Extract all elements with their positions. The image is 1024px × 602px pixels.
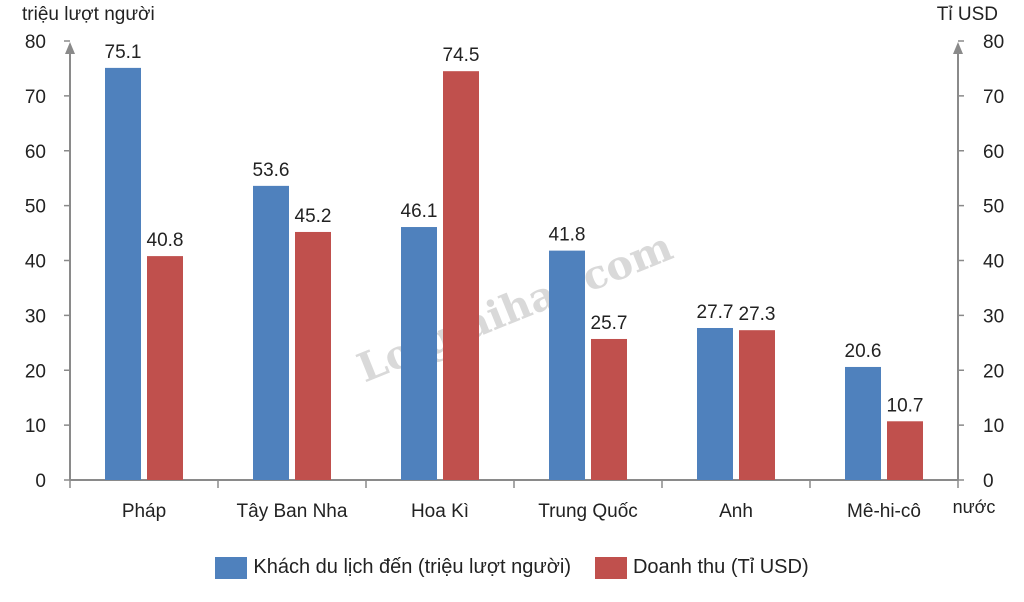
bar-revenue bbox=[739, 330, 775, 480]
right-tick-label: 60 bbox=[983, 142, 1004, 163]
right-tick-label: 50 bbox=[983, 197, 1004, 218]
bar-revenue bbox=[295, 231, 331, 480]
data-label-revenue: 45.2 bbox=[295, 206, 332, 227]
category-label: Tây Ban Nha bbox=[237, 501, 348, 522]
data-label-revenue: 40.8 bbox=[147, 230, 184, 251]
bar-visitors bbox=[253, 185, 289, 480]
category-label: Mê-hi-cô bbox=[847, 501, 921, 522]
left-axis-arrow bbox=[65, 42, 75, 54]
legend: Khách du lịch đến (triệu lượt người) Doa… bbox=[0, 556, 1024, 579]
bar-visitors bbox=[549, 250, 585, 480]
bar-revenue bbox=[147, 256, 183, 480]
category-label: Hoa Kì bbox=[411, 501, 469, 522]
bar-visitors bbox=[697, 327, 733, 480]
data-label-revenue: 74.5 bbox=[443, 45, 480, 66]
left-tick-label: 40 bbox=[25, 252, 46, 273]
legend-item-revenue: Doanh thu (Tỉ USD) bbox=[594, 556, 809, 579]
data-label-visitors: 27.7 bbox=[697, 302, 734, 323]
left-axis-title: triệu lượt người bbox=[22, 4, 155, 25]
legend-item-visitors: Khách du lịch đến (triệu lượt người) bbox=[215, 556, 571, 579]
bar-visitors bbox=[845, 366, 881, 480]
category-label: Trung Quốc bbox=[538, 501, 638, 522]
bar-revenue bbox=[443, 71, 479, 481]
left-tick-label: 20 bbox=[25, 361, 46, 382]
left-tick-label: 10 bbox=[25, 416, 46, 437]
legend-swatch-revenue bbox=[594, 556, 627, 579]
data-label-revenue: 10.7 bbox=[887, 395, 924, 416]
legend-label-revenue: Doanh thu (Tỉ USD) bbox=[632, 556, 809, 578]
right-tick-label: 0 bbox=[983, 471, 994, 492]
left-tick-label: 60 bbox=[25, 142, 46, 163]
left-tick-label: 70 bbox=[25, 87, 46, 108]
right-axis-title: Tỉ USD bbox=[936, 4, 998, 25]
bar-visitors bbox=[105, 67, 141, 481]
right-tick-label: 20 bbox=[983, 361, 1004, 382]
x-axis-title: nước bbox=[953, 497, 996, 517]
left-tick-label: 30 bbox=[25, 306, 46, 327]
watermark-text: Loigiaihay.com bbox=[351, 223, 679, 392]
right-tick-label: 40 bbox=[983, 252, 1004, 273]
data-label-revenue: 27.3 bbox=[739, 304, 776, 325]
data-label-visitors: 75.1 bbox=[105, 42, 142, 63]
left-tick-label: 80 bbox=[25, 32, 46, 53]
bar-revenue bbox=[887, 421, 923, 480]
category-label: Pháp bbox=[122, 501, 166, 522]
data-label-visitors: 41.8 bbox=[549, 225, 586, 246]
bar-visitors bbox=[401, 227, 437, 480]
right-tick-label: 80 bbox=[983, 32, 1004, 53]
bar-revenue bbox=[591, 338, 627, 480]
right-tick-label: 30 bbox=[983, 306, 1004, 327]
right-tick-label: 10 bbox=[983, 416, 1004, 437]
data-label-visitors: 46.1 bbox=[401, 201, 438, 222]
data-label-revenue: 25.7 bbox=[591, 313, 628, 334]
category-label: Anh bbox=[719, 501, 753, 522]
legend-swatch-visitors bbox=[215, 556, 248, 579]
right-tick-label: 70 bbox=[983, 87, 1004, 108]
left-tick-label: 0 bbox=[35, 471, 46, 492]
right-axis-arrow bbox=[953, 42, 963, 54]
legend-label-visitors: Khách du lịch đến (triệu lượt người) bbox=[253, 556, 571, 578]
data-label-visitors: 53.6 bbox=[253, 160, 290, 181]
left-tick-label: 50 bbox=[25, 197, 46, 218]
data-label-visitors: 20.6 bbox=[845, 341, 882, 362]
